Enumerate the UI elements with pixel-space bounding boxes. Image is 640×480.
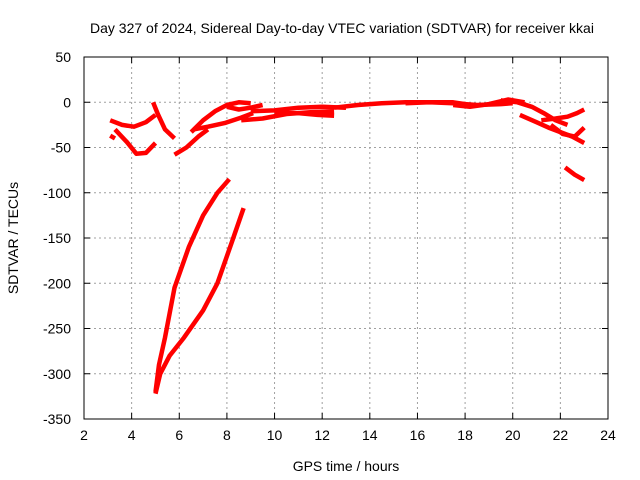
series-arc-1 [109, 113, 157, 129]
series-arc-13 [274, 110, 335, 119]
tick-layer [83, 56, 609, 420]
x-axis-title: GPS time / hours [293, 458, 400, 474]
x-tick-label: 18 [457, 427, 473, 443]
series-arc-20 [549, 123, 586, 139]
series-arc-12 [250, 104, 347, 114]
x-tick-label: 8 [223, 427, 231, 443]
series-arc-17 [500, 98, 569, 127]
series-arc-8 [189, 100, 251, 134]
series-arc-5 [153, 177, 231, 393]
y-tick-label: -200 [43, 275, 71, 291]
x-tick-label: 16 [410, 427, 426, 443]
x-tick-labels: 2 4 6 8 10 12 14 16 18 20 22 24 [80, 427, 616, 443]
y-tick-label: -50 [51, 140, 71, 156]
x-tick-label: 20 [505, 427, 521, 443]
x-tick-label: 10 [267, 427, 283, 443]
chart-title: Day 327 of 2024, Sidereal Day-to-day VTE… [90, 20, 594, 36]
series-arc-9 [193, 110, 254, 132]
x-tick-label: 22 [553, 427, 569, 443]
series-arc-21 [563, 165, 586, 183]
x-tick-label: 6 [175, 427, 183, 443]
x-tick-label: 12 [314, 427, 330, 443]
series-arc-19 [541, 107, 586, 123]
series-arc-2 [113, 127, 158, 157]
x-tick-label: 2 [80, 427, 88, 443]
y-tick-label: -150 [43, 230, 71, 246]
series-arc-4 [151, 101, 177, 141]
x-tick-label: 4 [128, 427, 136, 443]
y-tick-label: 0 [63, 94, 71, 110]
y-tick-label: -350 [43, 411, 71, 427]
x-tick-label: 14 [362, 427, 378, 443]
y-tick-label: -250 [43, 321, 71, 337]
series-layer [109, 97, 586, 395]
grid-layer [84, 57, 608, 419]
y-tick-labels: 50 0 -50 -100 -150 -200 -250 -300 -350 [43, 49, 71, 427]
y-tick-label: -300 [43, 366, 71, 382]
series-arc-6 [153, 207, 246, 395]
x-tick-label: 24 [600, 427, 616, 443]
y-tick-label: -100 [43, 185, 71, 201]
series-arc-10 [226, 102, 264, 112]
y-tick-label: 50 [55, 49, 71, 65]
y-axis-title: SDTVAR / TECUs [5, 182, 21, 294]
series-arc-7 [173, 127, 210, 157]
series-arc-3 [109, 133, 117, 141]
